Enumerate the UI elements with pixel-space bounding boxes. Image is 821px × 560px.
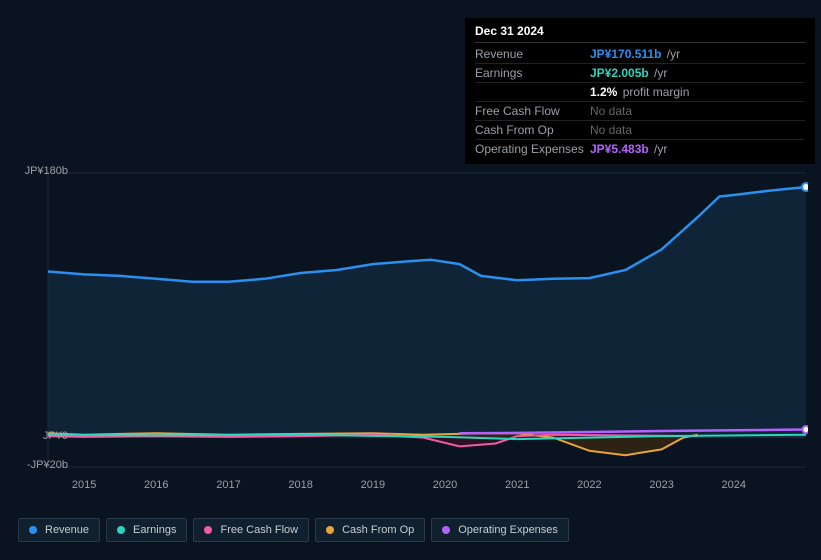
legend-label: Earnings — [133, 524, 176, 536]
legend-label: Free Cash Flow — [220, 524, 298, 536]
x-axis-label: 2024 — [714, 479, 754, 491]
x-axis-label: 2021 — [497, 479, 537, 491]
legend-item[interactable]: Cash From Op — [315, 518, 425, 542]
tooltip-row: Operating ExpensesJP¥5.483b /yr — [475, 140, 805, 158]
legend-dot — [442, 526, 450, 534]
earnings-chart[interactable]: JP¥180bJP¥0-JP¥20b2015201620172018201920… — [18, 155, 808, 485]
legend-item[interactable]: Revenue — [18, 518, 100, 542]
x-axis-label: 2018 — [281, 479, 321, 491]
tooltip-row: Cash From OpNo data — [475, 121, 805, 140]
x-axis-label: 2019 — [353, 479, 393, 491]
tooltip-row: 1.2% profit margin — [475, 83, 805, 102]
legend-label: Cash From Op — [342, 524, 414, 536]
chart-legend: Revenue Earnings Free Cash Flow Cash From O… — [18, 518, 569, 542]
legend-label: Operating Expenses — [458, 524, 558, 536]
x-axis-label: 2016 — [136, 479, 176, 491]
tooltip-row: Free Cash FlowNo data — [475, 102, 805, 121]
legend-dot — [117, 526, 125, 534]
tooltip-row: RevenueJP¥170.511b /yr — [475, 45, 805, 64]
x-axis-label: 2022 — [569, 479, 609, 491]
x-axis-label: 2023 — [642, 479, 682, 491]
legend-dot — [204, 526, 212, 534]
chart-tooltip: Dec 31 2024 RevenueJP¥170.511b /yrEarnin… — [465, 18, 815, 164]
x-axis-label: 2020 — [425, 479, 465, 491]
legend-dot — [29, 526, 37, 534]
y-axis-label: JP¥0 — [18, 430, 68, 442]
tooltip-row: EarningsJP¥2.005b /yr — [475, 64, 805, 83]
y-axis-label: JP¥180b — [18, 165, 68, 177]
legend-dot — [326, 526, 334, 534]
legend-item[interactable]: Operating Expenses — [431, 518, 569, 542]
legend-item[interactable]: Earnings — [106, 518, 187, 542]
y-axis-label: -JP¥20b — [18, 459, 68, 471]
x-axis-label: 2017 — [208, 479, 248, 491]
tooltip-date: Dec 31 2024 — [475, 24, 805, 43]
x-axis-label: 2015 — [64, 479, 104, 491]
legend-item[interactable]: Free Cash Flow — [193, 518, 309, 542]
legend-label: Revenue — [45, 524, 89, 536]
